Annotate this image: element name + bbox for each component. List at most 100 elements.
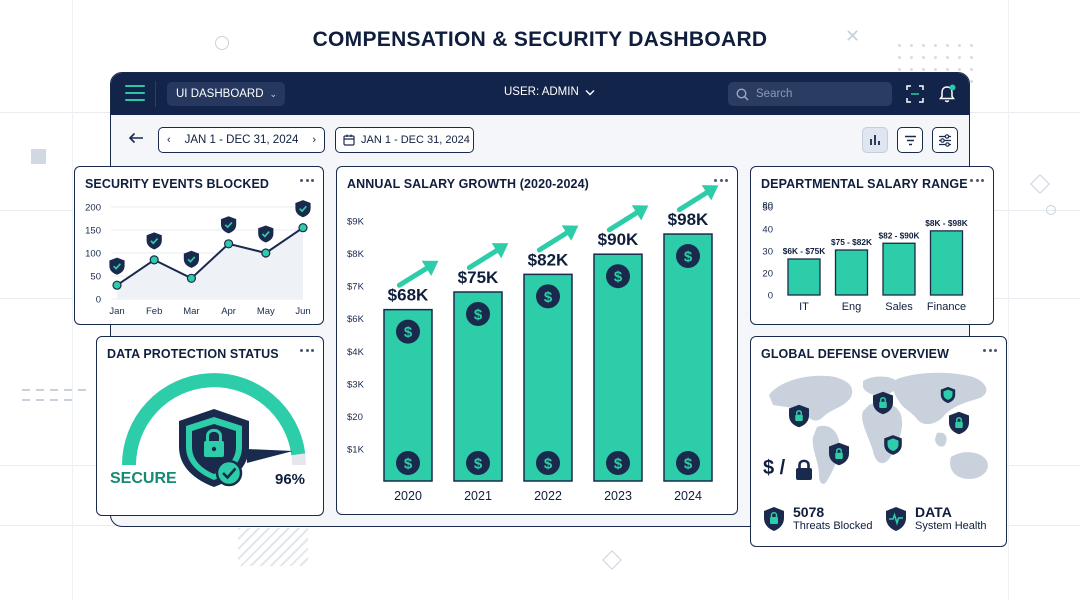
protection-status-label: SECURE: [110, 470, 177, 487]
shield-lock-icon: [789, 404, 809, 428]
dollar-icon: $: [396, 319, 420, 344]
decorative-cross: ✕: [845, 26, 861, 46]
gauge-fill: [122, 373, 306, 466]
world-map: [769, 372, 988, 484]
data-point: [186, 273, 197, 283]
back-arrow-icon[interactable]: [128, 132, 144, 144]
shield-icon: [940, 386, 956, 404]
y-tick-label: $7K: [347, 282, 365, 293]
more-options-icon[interactable]: [300, 179, 314, 182]
shield-check-icon: [258, 225, 274, 243]
more-options-icon[interactable]: [300, 349, 314, 352]
shield-lock-icon: [829, 442, 849, 466]
check-circle-icon: [215, 459, 243, 487]
department-range-card: DEPARTMENTAL SALARY RANGE 0 20 30 40 50 80 $6K…: [750, 166, 994, 325]
line-area-fill: [117, 227, 303, 299]
y-tick-label: 20: [762, 269, 773, 280]
data-point: [298, 223, 308, 233]
shield-check-icon: [221, 216, 237, 234]
filter-button[interactable]: [897, 127, 923, 153]
bell-icon[interactable]: [938, 84, 956, 104]
data-label: $82 - $90K: [878, 230, 919, 240]
x-tick-label: 2023: [604, 489, 632, 503]
x-tick-label: 2022: [534, 489, 562, 503]
svg-text:$: $: [474, 456, 483, 473]
shield-check-icon: [183, 250, 199, 268]
y-tick-label: 80: [762, 201, 773, 212]
dollar-icon: $: [396, 451, 420, 475]
system-health-label: System Health: [915, 520, 987, 532]
growth-arrow-icon: [466, 243, 509, 271]
shield-check-icon: [146, 232, 162, 250]
card-title: DEPARTMENTAL SALARY RANGE: [761, 177, 968, 191]
x-tick-label: 2024: [674, 489, 702, 503]
dashboard-select[interactable]: UI DASHBOARD ⌄: [167, 82, 285, 106]
y-tick-label: 0: [96, 295, 101, 306]
y-tick-label: 30: [762, 247, 773, 258]
top-bar: UI DASHBOARD ⌄ USER: ADMIN: [111, 73, 969, 115]
more-options-icon[interactable]: [983, 349, 997, 352]
data-label: $98K: [668, 210, 709, 229]
protection-gauge: [122, 373, 306, 487]
bar-chart-icon: [870, 135, 880, 145]
data-point: [261, 248, 271, 258]
next-range-button[interactable]: ›: [312, 134, 316, 146]
line-series: [116, 226, 304, 287]
data-label: $82K: [528, 250, 569, 269]
scan-icon[interactable]: [906, 85, 924, 103]
svg-text:$: $: [544, 289, 553, 306]
x-tick-label: Jan: [109, 306, 124, 317]
y-tick-label: $6K: [347, 314, 365, 325]
system-health-stat: DATA System Health: [885, 505, 987, 533]
dashboard-select-label: UI DASHBOARD: [176, 88, 264, 100]
bar: [882, 242, 916, 296]
x-tick-label: Mar: [183, 306, 199, 317]
date-range-label: JAN 1 - DEC 31, 2024: [184, 134, 299, 146]
dollar-icon: $: [466, 451, 490, 475]
more-options-icon[interactable]: [970, 179, 984, 182]
data-point: [149, 255, 159, 265]
global-defense-card: GLOBAL DEFENSE OVERVIEW $ / 5078 Threats…: [750, 336, 1007, 547]
y-tick-label: 50: [90, 272, 101, 283]
gauge-needle: [247, 449, 293, 463]
svg-text:$: $: [614, 456, 623, 473]
currency-security-symbol: $ /: [763, 457, 786, 479]
threats-blocked-stat: 5078 Threats Blocked: [763, 505, 872, 533]
chart-view-button[interactable]: [862, 127, 888, 153]
shield-icon: [884, 435, 902, 455]
data-label: $8K - $98K: [925, 218, 967, 228]
search-icon: [736, 87, 749, 101]
salary-growth-chart: $1K $20 $3K $4K $6K $7K $8K $9K $ $ $68K 2020 $ $ $75K…: [347, 185, 719, 503]
defense-markers: [789, 386, 969, 466]
bar: [523, 273, 573, 482]
card-title: DATA PROTECTION STATUS: [107, 347, 279, 361]
svg-text:$: $: [404, 324, 413, 341]
hamburger-menu-icon[interactable]: [125, 85, 145, 103]
search-input[interactable]: [756, 88, 876, 100]
y-tick-label: 200: [85, 203, 101, 214]
svg-text:$: $: [474, 307, 483, 324]
shield-pulse-icon: [886, 507, 906, 531]
user-menu[interactable]: USER: ADMIN: [504, 86, 595, 98]
x-tick-label: Sales: [885, 301, 913, 313]
settings-sliders-button[interactable]: [932, 127, 958, 153]
data-label: $68K: [388, 286, 429, 305]
decorative-diamond: [1030, 174, 1050, 194]
card-title: SECURITY EVENTS BLOCKED: [85, 177, 270, 191]
y-tick-label: 50: [762, 203, 773, 214]
y-tick-label: 0: [768, 291, 773, 302]
data-point: [224, 239, 234, 249]
data-label: $90K: [598, 230, 639, 249]
bar: [787, 258, 821, 296]
shield-lock-icon: [873, 391, 893, 415]
decorative-square: [31, 149, 46, 164]
salary-growth-card: ANNUAL SALARY GROWTH (2020-2024) $1K $20 $…: [336, 166, 738, 515]
x-tick-label: Jun: [295, 306, 310, 317]
date-picker-button[interactable]: JAN 1 - DEC 31, 2024: [335, 127, 474, 153]
card-title: ANNUAL SALARY GROWTH (2020-2024): [347, 177, 589, 191]
more-options-icon[interactable]: [714, 179, 728, 182]
previous-range-button[interactable]: ‹: [167, 134, 171, 146]
data-protection-card: DATA PROTECTION STATUS SECURE 96%: [96, 336, 324, 516]
bar: [834, 249, 869, 296]
